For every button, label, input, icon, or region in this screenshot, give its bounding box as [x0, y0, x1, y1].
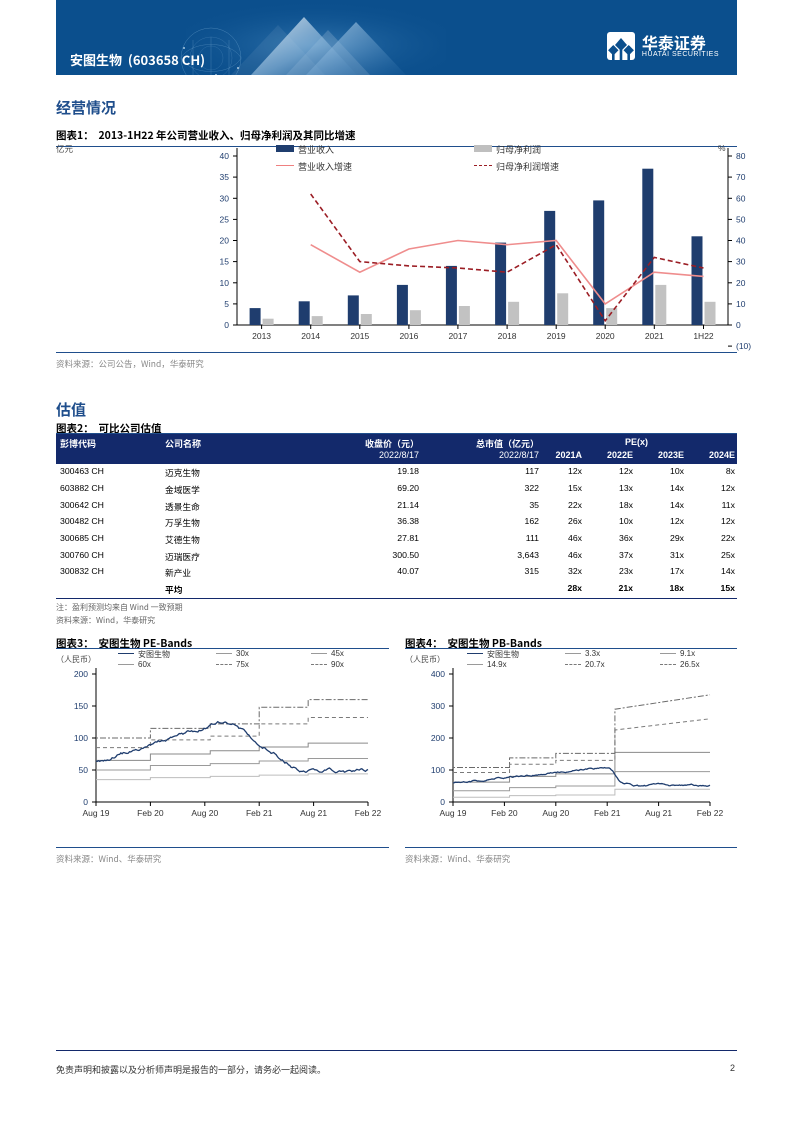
- svg-text:50: 50: [736, 214, 746, 224]
- svg-text:200: 200: [431, 733, 445, 743]
- svg-text:5: 5: [224, 299, 229, 309]
- svg-text:Feb 21: Feb 21: [246, 808, 273, 818]
- svg-text:15: 15: [220, 257, 230, 267]
- svg-text:2013: 2013: [252, 331, 271, 341]
- svg-text:35: 35: [220, 172, 230, 182]
- svg-text:2021: 2021: [645, 331, 664, 341]
- svg-text:70: 70: [736, 172, 746, 182]
- svg-text:100: 100: [74, 733, 88, 743]
- svg-text:Feb 22: Feb 22: [697, 808, 724, 818]
- svg-text:20: 20: [736, 278, 746, 288]
- svg-text:Feb 20: Feb 20: [137, 808, 164, 818]
- svg-text:Feb 21: Feb 21: [594, 808, 621, 818]
- svg-text:10: 10: [220, 278, 230, 288]
- svg-text:200: 200: [74, 669, 88, 679]
- svg-text:20: 20: [220, 236, 230, 246]
- svg-text:(10): (10): [736, 341, 751, 351]
- svg-text:2016: 2016: [399, 331, 418, 341]
- svg-text:40: 40: [220, 151, 230, 161]
- svg-text:Aug 19: Aug 19: [83, 808, 110, 818]
- svg-text:0: 0: [440, 797, 445, 807]
- svg-text:2014: 2014: [301, 331, 320, 341]
- svg-text:Aug 21: Aug 21: [645, 808, 672, 818]
- svg-text:10: 10: [736, 299, 746, 309]
- svg-text:Aug 21: Aug 21: [300, 808, 327, 818]
- svg-text:2019: 2019: [547, 331, 566, 341]
- svg-text:2020: 2020: [596, 331, 615, 341]
- svg-text:60: 60: [736, 193, 746, 203]
- svg-text:400: 400: [431, 669, 445, 679]
- svg-text:300: 300: [431, 701, 445, 711]
- svg-text:0: 0: [736, 320, 741, 330]
- svg-text:2015: 2015: [350, 331, 369, 341]
- svg-text:Aug 19: Aug 19: [440, 808, 467, 818]
- svg-text:0: 0: [83, 797, 88, 807]
- svg-text:Feb 20: Feb 20: [491, 808, 518, 818]
- svg-text:40: 40: [736, 236, 746, 246]
- svg-text:30: 30: [736, 257, 746, 267]
- svg-text:50: 50: [79, 765, 89, 775]
- svg-text:0: 0: [224, 320, 229, 330]
- svg-text:Feb 22: Feb 22: [355, 808, 382, 818]
- svg-text:30: 30: [220, 193, 230, 203]
- svg-text:1H22: 1H22: [693, 331, 714, 341]
- svg-text:2018: 2018: [498, 331, 517, 341]
- svg-text:25: 25: [220, 214, 230, 224]
- svg-text:100: 100: [431, 765, 445, 775]
- svg-text:2017: 2017: [448, 331, 467, 341]
- svg-text:80: 80: [736, 151, 746, 161]
- svg-text:Aug 20: Aug 20: [191, 808, 218, 818]
- svg-text:150: 150: [74, 701, 88, 711]
- svg-text:Aug 20: Aug 20: [542, 808, 569, 818]
